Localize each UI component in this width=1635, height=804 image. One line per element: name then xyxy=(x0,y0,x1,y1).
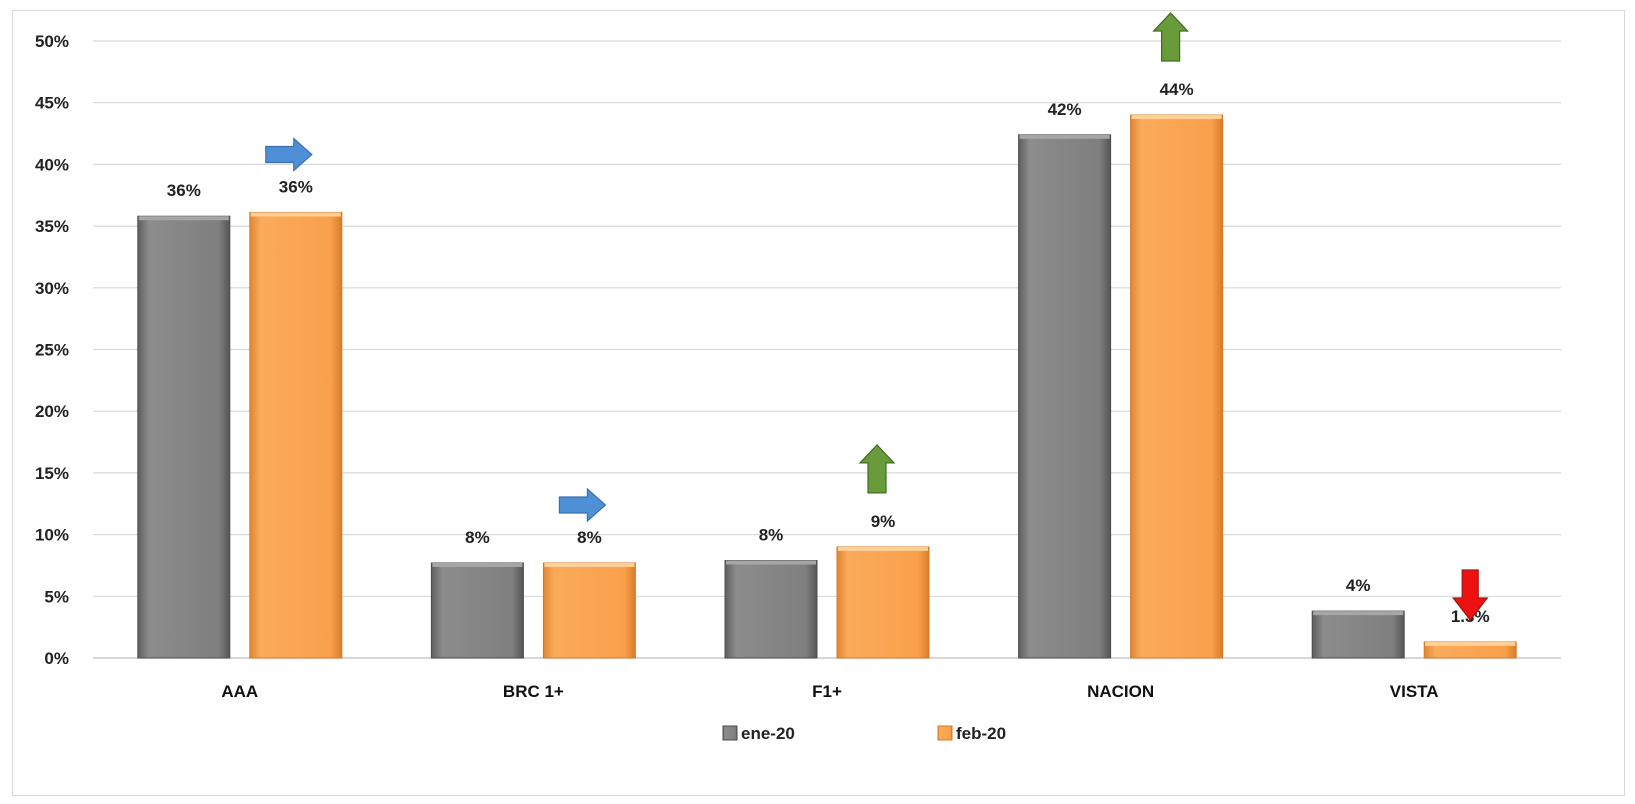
bar-feb-20-nacion xyxy=(1130,114,1224,659)
x-category-label: F1+ xyxy=(812,682,842,701)
data-label: 36% xyxy=(167,181,201,200)
data-label: 36% xyxy=(279,178,313,197)
data-label: 44% xyxy=(1160,80,1194,99)
x-axis: AAA BRC 1+ F1+ NACION VISTA xyxy=(221,682,1438,701)
y-tick-label: 10% xyxy=(35,526,69,545)
bar-ene-20-nacion xyxy=(1018,134,1112,659)
data-label: 8% xyxy=(759,526,784,545)
bar-highlight xyxy=(1131,115,1222,120)
x-category-label: NACION xyxy=(1087,682,1154,701)
y-tick-label: 15% xyxy=(35,464,69,483)
arrow-down-icon xyxy=(1451,569,1489,621)
x-category-label: VISTA xyxy=(1390,682,1439,701)
bar xyxy=(724,560,818,659)
bar-ene-20-aaa xyxy=(137,215,231,659)
y-tick-label: 45% xyxy=(35,94,69,113)
y-tick-label: 40% xyxy=(35,155,69,174)
bar-highlight xyxy=(1425,641,1516,646)
bar-ene-20-f1+ xyxy=(724,560,818,659)
trend-arrows xyxy=(265,12,1489,621)
y-tick-label: 0% xyxy=(44,649,69,668)
bar-feb-20-aaa xyxy=(249,212,343,659)
legend-swatch xyxy=(722,725,738,741)
arrow-right-icon xyxy=(558,487,607,523)
bar-highlight xyxy=(138,216,229,221)
bar-highlight xyxy=(1019,134,1110,139)
bar xyxy=(1018,134,1112,659)
arrow-up-icon xyxy=(1152,12,1189,62)
data-label: 4% xyxy=(1346,576,1371,595)
legend-label: feb-20 xyxy=(956,724,1006,743)
data-label: 9% xyxy=(871,512,896,531)
arrow-up-icon xyxy=(858,444,896,494)
bar-chart: 0% 5% 10% 15% 20% 25% 30% 35% 40% 45% 50% 36% 36% 8%… xyxy=(35,12,1561,743)
legend: ene-20 feb-20 xyxy=(722,724,1006,743)
bar-highlight xyxy=(432,562,523,567)
legend-item-feb-20: feb-20 xyxy=(937,724,1006,743)
data-labels: 36%36%8%8%8%9%42%44%4%1.3% xyxy=(167,80,1490,626)
arrow-right-icon xyxy=(265,137,313,172)
y-tick-label: 30% xyxy=(35,279,69,298)
data-label: 8% xyxy=(577,528,602,547)
y-tick-label: 5% xyxy=(44,587,69,606)
bar xyxy=(542,562,636,659)
bar-feb-20-brc-1+ xyxy=(542,562,636,659)
bar-feb-20-f1+ xyxy=(836,546,930,659)
chart-frame: 0% 5% 10% 15% 20% 25% 30% 35% 40% 45% 50% 36% 36% 8%… xyxy=(12,10,1625,796)
data-label: 42% xyxy=(1048,100,1082,119)
bar-highlight xyxy=(838,546,928,551)
x-category-label: AAA xyxy=(221,682,258,701)
bar xyxy=(1130,114,1224,659)
data-label: 8% xyxy=(465,528,490,547)
bar xyxy=(430,562,524,659)
bar-ene-20-vista xyxy=(1311,610,1405,659)
bar-highlight xyxy=(726,560,816,565)
bar-feb-20-vista xyxy=(1423,641,1517,659)
bar xyxy=(836,546,930,659)
x-category-label: BRC 1+ xyxy=(503,682,564,701)
bar xyxy=(1311,610,1405,659)
bar xyxy=(137,215,231,659)
bar-ene-20-brc-1+ xyxy=(430,562,524,659)
bar-highlight xyxy=(544,562,635,567)
y-tick-label: 20% xyxy=(35,402,69,421)
legend-swatch xyxy=(937,725,953,741)
legend-item-ene-20: ene-20 xyxy=(722,724,795,743)
bars xyxy=(137,114,1517,659)
y-axis: 0% 5% 10% 15% 20% 25% 30% 35% 40% 45% 50% xyxy=(35,32,69,668)
legend-label: ene-20 xyxy=(741,724,795,743)
y-tick-label: 25% xyxy=(35,341,69,360)
bar-highlight xyxy=(250,212,341,217)
bar-highlight xyxy=(1313,611,1404,616)
bar xyxy=(249,212,343,659)
y-tick-label: 50% xyxy=(35,32,69,51)
y-tick-label: 35% xyxy=(35,217,69,236)
